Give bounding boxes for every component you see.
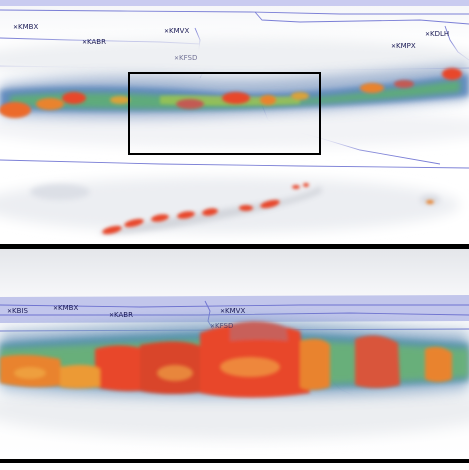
bottom-radar-panel[interactable]: ✕KBIS ✕KMBX ✕KABR ✕KMVX ✕KFSD: [0, 249, 469, 459]
station-marker-icon: ✕: [82, 39, 87, 46]
station-kfsd-bottom[interactable]: ✕KFSD: [210, 322, 233, 330]
station-kmbx-top[interactable]: ✕KMBX: [13, 23, 38, 31]
station-kmvx-bottom[interactable]: ✕KMVX: [220, 307, 245, 315]
station-marker-icon: ✕: [7, 308, 12, 315]
top-fog-upper: [0, 38, 469, 82]
station-marker-icon: ✕: [164, 28, 169, 35]
top-lower-fog: [0, 177, 460, 233]
station-kmpx-top[interactable]: ✕KMPX: [391, 42, 416, 50]
station-kabr-bottom[interactable]: ✕KABR: [109, 311, 133, 319]
station-kdlh-top[interactable]: ✕KDLH: [425, 30, 449, 38]
bottom-station-labels: ✕KBIS ✕KMBX ✕KABR ✕KMVX ✕KFSD: [7, 304, 245, 330]
station-marker-icon: ✕: [210, 323, 215, 330]
station-kfsd-top[interactable]: ✕KFSD: [174, 54, 197, 62]
station-label: ✕KFSD: [210, 322, 233, 330]
station-label: ✕KDLH: [425, 30, 449, 38]
station-marker-icon: ✕: [174, 55, 179, 62]
station-marker-icon: ✕: [13, 24, 18, 31]
station-kabr-top[interactable]: ✕KABR: [82, 38, 106, 46]
station-marker-icon: ✕: [425, 31, 430, 38]
station-marker-icon: ✕: [109, 312, 114, 319]
station-label: ✕KBIS: [7, 307, 28, 315]
station-marker-icon: ✕: [220, 308, 225, 315]
station-label: ✕KMBX: [13, 23, 38, 31]
station-marker-icon: ✕: [53, 305, 58, 312]
station-label: ✕KABR: [109, 311, 133, 319]
bottom-radar-scene: ✕KBIS ✕KMBX ✕KABR ✕KMVX ✕KFSD: [0, 249, 469, 459]
station-kmbx-bottom[interactable]: ✕KMBX: [53, 304, 78, 312]
bottom-margin: [0, 459, 469, 470]
top-lower-fog-left: [30, 184, 90, 200]
top-station-labels: ✕KMBX ✕KABR ✕KMVX ✕KFSD ✕KDLH ✕KMPX: [13, 23, 449, 62]
station-label: ✕KFSD: [174, 54, 197, 62]
top-map-edge: [0, 0, 469, 6]
inset-highlight-box[interactable]: [128, 72, 321, 155]
station-label: ✕KMBX: [53, 304, 78, 312]
station-label: ✕KMVX: [220, 307, 245, 315]
station-marker-icon: ✕: [391, 43, 396, 50]
bottom-core-highlights: [14, 357, 280, 381]
bottom-separator: [0, 459, 469, 463]
bottom-map-plane: [0, 295, 469, 323]
panel-separator: [0, 244, 469, 249]
station-label: ✕KMVX: [164, 27, 189, 35]
top-radar-scene: ✕KMBX ✕KABR ✕KMVX ✕KFSD ✕KDLH ✕KMPX: [0, 0, 469, 244]
station-label: ✕KABR: [82, 38, 106, 46]
station-kmvx-top[interactable]: ✕KMVX: [164, 27, 189, 35]
station-label: ✕KMPX: [391, 42, 416, 50]
top-storm-cores: [0, 68, 462, 118]
station-kbis-bottom[interactable]: ✕KBIS: [7, 307, 28, 315]
top-radar-panel[interactable]: ✕KMBX ✕KABR ✕KMVX ✕KFSD ✕KDLH ✕KMPX: [0, 0, 469, 244]
top-secondary-band: [100, 183, 434, 235]
